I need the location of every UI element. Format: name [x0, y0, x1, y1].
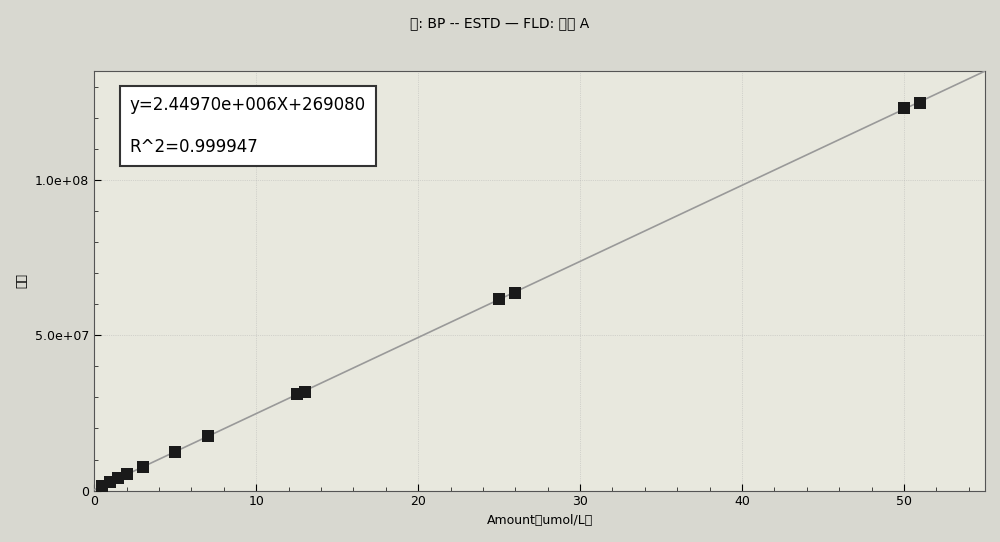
- Point: [896, 104, 912, 112]
- Point: [297, 388, 313, 396]
- Point: [102, 478, 118, 486]
- Point: [912, 99, 928, 108]
- Text: y=2.44970e+006X+269080

R^2=0.999947: y=2.44970e+006X+269080 R^2=0.999947: [130, 96, 366, 156]
- Y-axis label: 面積: 面積: [15, 273, 28, 288]
- Point: [507, 289, 523, 298]
- Point: [135, 463, 151, 472]
- Point: [289, 390, 305, 398]
- Point: [110, 474, 126, 483]
- Point: [119, 470, 135, 479]
- Point: [94, 482, 110, 491]
- Point: [491, 294, 507, 303]
- X-axis label: Amount（umol/L）: Amount（umol/L）: [486, 514, 593, 527]
- Point: [200, 431, 216, 440]
- Text: 線: BP -- ESTD — FLD: 信號 A: 線: BP -- ESTD — FLD: 信號 A: [410, 16, 590, 30]
- Point: [167, 447, 183, 456]
